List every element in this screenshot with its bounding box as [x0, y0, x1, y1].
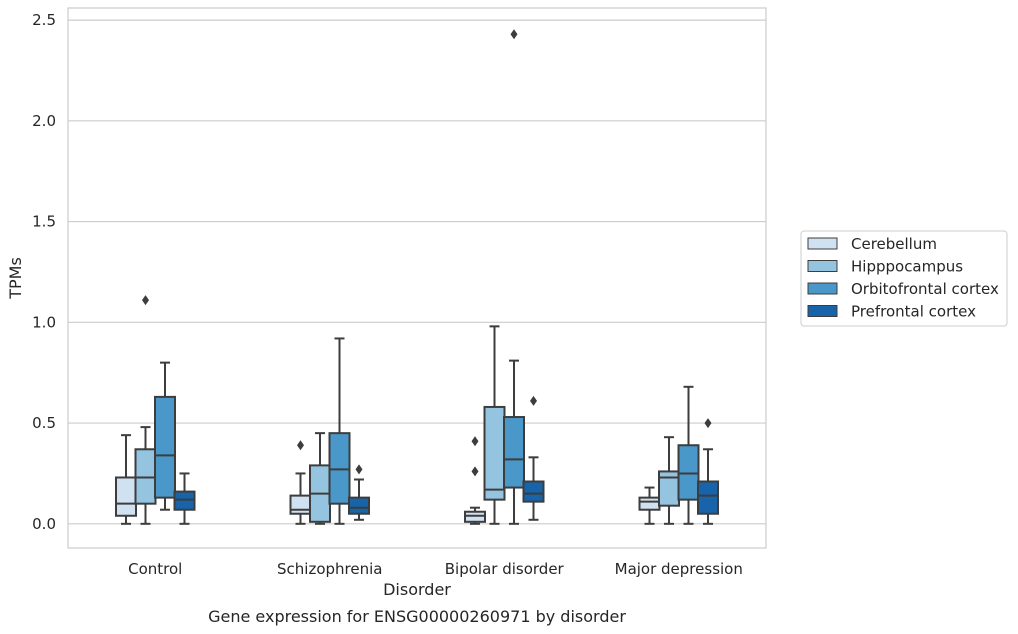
outlier-point: [704, 418, 712, 429]
outlier-point: [471, 436, 479, 447]
y-tick-label: 2.5: [32, 11, 56, 29]
x-tick-label: Schizophrenia: [277, 560, 382, 578]
box: [483, 325, 506, 525]
outlier-point: [297, 440, 304, 451]
box: [328, 337, 351, 525]
legend-label: Hipppocampus: [851, 258, 963, 276]
outlier-point: [355, 464, 363, 475]
box: [464, 436, 486, 525]
x-tick-label: Major depression: [615, 560, 743, 578]
box-iqr: [483, 405, 506, 501]
x-tick-labels: Control Schizophrenia Bipolar disorder Majo…: [128, 560, 743, 578]
legend: Cerebellum Hipppocampus Orbitofrontal cort…: [800, 230, 1008, 327]
box-iqr: [289, 494, 312, 515]
box-iqr: [503, 416, 525, 489]
y-tick-label: 1.5: [32, 213, 56, 231]
box-iqr: [522, 480, 545, 503]
x-tick-label: Control: [128, 560, 182, 578]
outlier-point: [530, 395, 537, 406]
box: [503, 29, 525, 525]
y-tick-label: 1.0: [32, 313, 56, 331]
box-iqr: [464, 510, 486, 523]
legend-swatch: [807, 260, 838, 272]
legend-frame: [800, 230, 1008, 327]
x-axis-label: Disorder: [383, 580, 451, 599]
series-hipppocampus: [134, 295, 680, 525]
box: [154, 361, 176, 511]
outlier-point: [510, 29, 518, 40]
y-tick-label: 0.0: [32, 515, 56, 533]
box-iqr: [134, 448, 157, 505]
series-prefrontal-cortex: [173, 395, 719, 525]
plot-area: [67, 7, 767, 549]
box-iqr: [154, 395, 176, 499]
box: [638, 486, 661, 525]
y-tick-labels: 0.0 0.5 1.0 1.5 2.0 2.5: [32, 11, 56, 533]
legend-label: Prefrontal cortex: [851, 303, 976, 321]
y-tick-label: 2.0: [32, 112, 56, 130]
box: [697, 418, 719, 525]
y-axis-label: TPMs: [6, 257, 25, 300]
box-iqr: [173, 490, 196, 511]
series-orbitofrontal-cortex: [154, 29, 700, 525]
box: [173, 472, 196, 525]
box-iqr: [348, 496, 370, 515]
legend-swatch: [807, 237, 838, 250]
legend-label: Cerebellum: [851, 235, 937, 253]
chart-caption: Gene expression for ENSG00000260971 by d…: [208, 607, 626, 626]
legend-swatch: [807, 282, 838, 295]
box-iqr: [697, 480, 719, 515]
box-series: [115, 29, 719, 525]
box-iqr: [638, 496, 661, 511]
y-tick-label: 0.5: [32, 414, 56, 432]
legend-label: Orbitofrontal cortex: [851, 280, 999, 298]
outlier-point: [471, 466, 479, 477]
box: [348, 464, 370, 521]
box-iqr: [328, 432, 351, 505]
legend-swatch: [807, 305, 838, 317]
box-iqr: [115, 476, 137, 517]
box: [677, 385, 700, 525]
box-iqr: [677, 444, 700, 501]
box: [522, 395, 545, 521]
x-tick-label: Bipolar disorder: [445, 560, 565, 578]
outlier-point: [142, 295, 149, 306]
